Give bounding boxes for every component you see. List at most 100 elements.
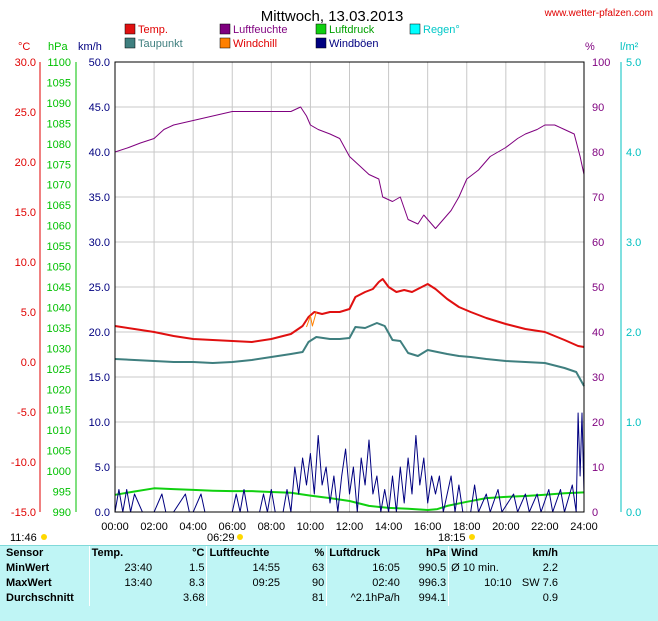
unit-temp-label: °C (18, 41, 30, 53)
hpa-tick-label: 1000 (47, 466, 71, 478)
time-tick-label: 22:00 (531, 521, 559, 533)
legend-label: Windböen (329, 38, 379, 50)
rain-tick-label: 4.0 (626, 147, 641, 159)
stats-cell: 994.1 (418, 592, 447, 604)
kmh-tick-label: 20.0 (89, 327, 110, 339)
kmh-tick-label: 25.0 (89, 282, 110, 294)
stats-row-max: MaxWert 13:40 8.3 09:25 90 02:40 996.3 1… (0, 576, 560, 591)
hpa-tick-label: 1045 (47, 282, 71, 294)
plot-series (114, 106, 585, 513)
stats-cell: 02:40 (326, 576, 402, 591)
pct-tick-label: 100 (592, 57, 610, 69)
hpa-tick-label: 990 (53, 507, 71, 519)
stats-cell: 990.5 (418, 562, 447, 574)
stats-cell: 0.9 (542, 592, 558, 604)
rain-tick-label: 5.0 (626, 57, 641, 69)
stats-cell: ^2.1hPa/h (326, 591, 402, 606)
stats-cell: Ø 10 min. (448, 561, 514, 576)
hpa-tick-label: 1070 (47, 180, 71, 192)
kmh-tick-label: 15.0 (89, 372, 110, 384)
chart-legend: Temp. Taupunkt Luftfeuchte Windchill Luftdru… (124, 23, 460, 50)
stats-header-press: Luftdruck (326, 546, 402, 561)
series-line-temp (114, 278, 585, 348)
temp-tick-label: 20.0 (15, 157, 36, 169)
time-tick-label: 16:00 (414, 521, 442, 533)
legend-swatch (409, 23, 421, 35)
pct-tick-label: 30 (592, 372, 604, 384)
stats-header-hum: Luftfeuchte (206, 546, 282, 561)
chart-title: Mittwoch, 13.03.2013 (261, 8, 404, 25)
temp-tick-label: 5.0 (21, 307, 36, 319)
unit-hpa-label: hPa (48, 41, 68, 53)
legend-label: Luftfeuchte (233, 24, 287, 36)
time-tick-label: 06:00 (218, 521, 246, 533)
legend-swatch (124, 37, 136, 49)
stats-cell: 14:55 (206, 561, 282, 576)
stats-cell (88, 591, 155, 606)
hpa-tick-label: 1095 (47, 77, 71, 89)
time-tick-label: 14:00 (375, 521, 403, 533)
stats-cell: 996.3 (418, 577, 447, 589)
temp-tick-label: 0.0 (21, 357, 36, 369)
source-link[interactable]: www.wetter-pfalzen.com (544, 8, 653, 19)
hpa-tick-label: 1050 (47, 262, 71, 274)
stats-header-wind-unit: km/h (532, 547, 558, 559)
legend-label: Temp. (138, 24, 168, 36)
stats-cell: 63 (312, 562, 325, 574)
temp-tick-label: -15.0 (11, 507, 36, 519)
time-tick-label: 04:00 (179, 521, 207, 533)
hpa-tick-label: 1010 (47, 425, 71, 437)
sun-icon-sunset (469, 534, 475, 540)
hpa-tick-label: 1005 (47, 446, 71, 458)
axis-ticks: 30.0 25.0 20.0 15.0 10.0 5.0 0.0 -5.0 -10.0 -15.0… (11, 57, 641, 533)
pct-tick-label: 90 (592, 102, 604, 114)
stats-cell: 1.5 (189, 562, 205, 574)
legend-swatch (315, 37, 327, 49)
stats-cell: 16:05 (326, 561, 402, 576)
hpa-tick-label: 1080 (47, 139, 71, 151)
stats-header-temp: Temp. (88, 546, 155, 561)
stats-cell: 10:10 (448, 576, 514, 591)
stats-header-row: Sensor Temp. °C Luftfeuchte % Luftdruck … (0, 546, 560, 561)
pct-tick-label: 60 (592, 237, 604, 249)
kmh-tick-label: 50.0 (89, 57, 110, 69)
sunrise-label: 06:29 (207, 532, 235, 544)
stats-cell: 8.3 (189, 577, 205, 589)
rain-tick-label: 0.0 (626, 507, 641, 519)
legend-swatch (219, 23, 231, 35)
plot-grid (115, 62, 584, 512)
series-line-taupunkt (114, 322, 585, 387)
temp-tick-label: 25.0 (15, 107, 36, 119)
hpa-tick-label: 1035 (47, 323, 71, 335)
pct-tick-label: 10 (592, 462, 604, 474)
stats-header-sensor: Sensor (6, 547, 44, 559)
stats-cell: 2.2 (542, 562, 558, 574)
sun-times: 11:46 06:29 18:15 (10, 532, 475, 544)
hpa-tick-label: 1025 (47, 364, 71, 376)
pct-tick-label: 40 (592, 327, 604, 339)
plot-frame (114, 61, 585, 513)
unit-rain-label: l/m² (620, 41, 639, 53)
kmh-tick-label: 5.0 (95, 462, 110, 474)
temp-tick-label: -5.0 (17, 407, 36, 419)
kmh-tick-label: 0.0 (95, 507, 110, 519)
stats-cell: 90 (312, 577, 325, 589)
stats-cell: 09:25 (206, 576, 282, 591)
stats-cell: 3.68 (183, 592, 205, 604)
time-tick-label: 18:00 (453, 521, 481, 533)
unit-kmh-label: km/h (78, 41, 102, 53)
legend-label: Regen° (423, 24, 460, 36)
time-tick-label: 08:00 (258, 521, 286, 533)
time-tick-label: 02:00 (140, 521, 168, 533)
legend-label: Luftdruck (329, 24, 375, 36)
time-tick-label: 12:00 (336, 521, 364, 533)
stats-cell: MaxWert (6, 577, 52, 589)
hpa-tick-label: 1065 (47, 200, 71, 212)
hpa-tick-label: 1075 (47, 159, 71, 171)
temp-tick-label: 30.0 (15, 57, 36, 69)
rain-tick-label: 3.0 (626, 237, 641, 249)
rain-tick-label: 2.0 (626, 327, 641, 339)
sun-icon-sunrise (237, 534, 243, 540)
legend-label: Windchill (233, 38, 277, 50)
pct-tick-label: 80 (592, 147, 604, 159)
